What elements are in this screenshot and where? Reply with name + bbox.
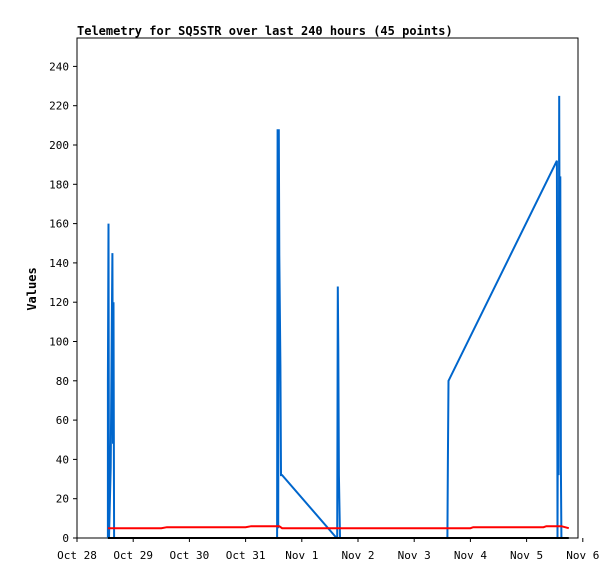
y-axis-label: Values xyxy=(25,267,39,310)
y-tick-label: 0 xyxy=(62,532,69,545)
y-tick-label: 20 xyxy=(56,493,69,506)
y-tick-label: 220 xyxy=(49,100,69,113)
y-tick-label: 100 xyxy=(49,336,69,349)
x-tick-label: Oct 29 xyxy=(113,549,153,562)
y-tick-label: 40 xyxy=(56,453,69,466)
x-axis-ticks: Oct 28 Oct 29 Oct 30 Oct 31 Nov 1 Nov 2 Nov 3 N… xyxy=(57,538,599,562)
y-tick-label: 60 xyxy=(56,414,69,427)
series-layer xyxy=(106,95,570,539)
y-tick-label: 80 xyxy=(56,375,69,388)
x-tick-label: Oct 28 xyxy=(57,549,97,562)
x-tick-label: Nov 5 xyxy=(510,549,543,562)
x-tick-label: Nov 6 xyxy=(566,549,599,562)
x-tick-label: Nov 1 xyxy=(285,549,318,562)
x-tick-label: Oct 31 xyxy=(226,549,266,562)
series-line-blue xyxy=(106,95,563,539)
chart-title: Telemetry for SQ5STR over last 240 hours… xyxy=(77,24,453,38)
x-tick-label: Nov 4 xyxy=(454,549,487,562)
x-tick-label: Oct 30 xyxy=(170,549,210,562)
y-tick-label: 140 xyxy=(49,257,69,270)
y-tick-label: 160 xyxy=(49,218,69,231)
y-tick-label: 240 xyxy=(49,60,69,73)
series-line-red xyxy=(107,525,570,530)
y-tick-label: 180 xyxy=(49,178,69,191)
y-tick-label: 200 xyxy=(49,139,69,152)
plot-area xyxy=(76,37,579,539)
y-axis-ticks: 0 20 40 60 80 100 120 140 160 180 200 220 240 xyxy=(49,60,77,545)
x-tick-label: Nov 3 xyxy=(398,549,431,562)
x-tick-label: Nov 2 xyxy=(341,549,374,562)
y-tick-label: 120 xyxy=(49,296,69,309)
